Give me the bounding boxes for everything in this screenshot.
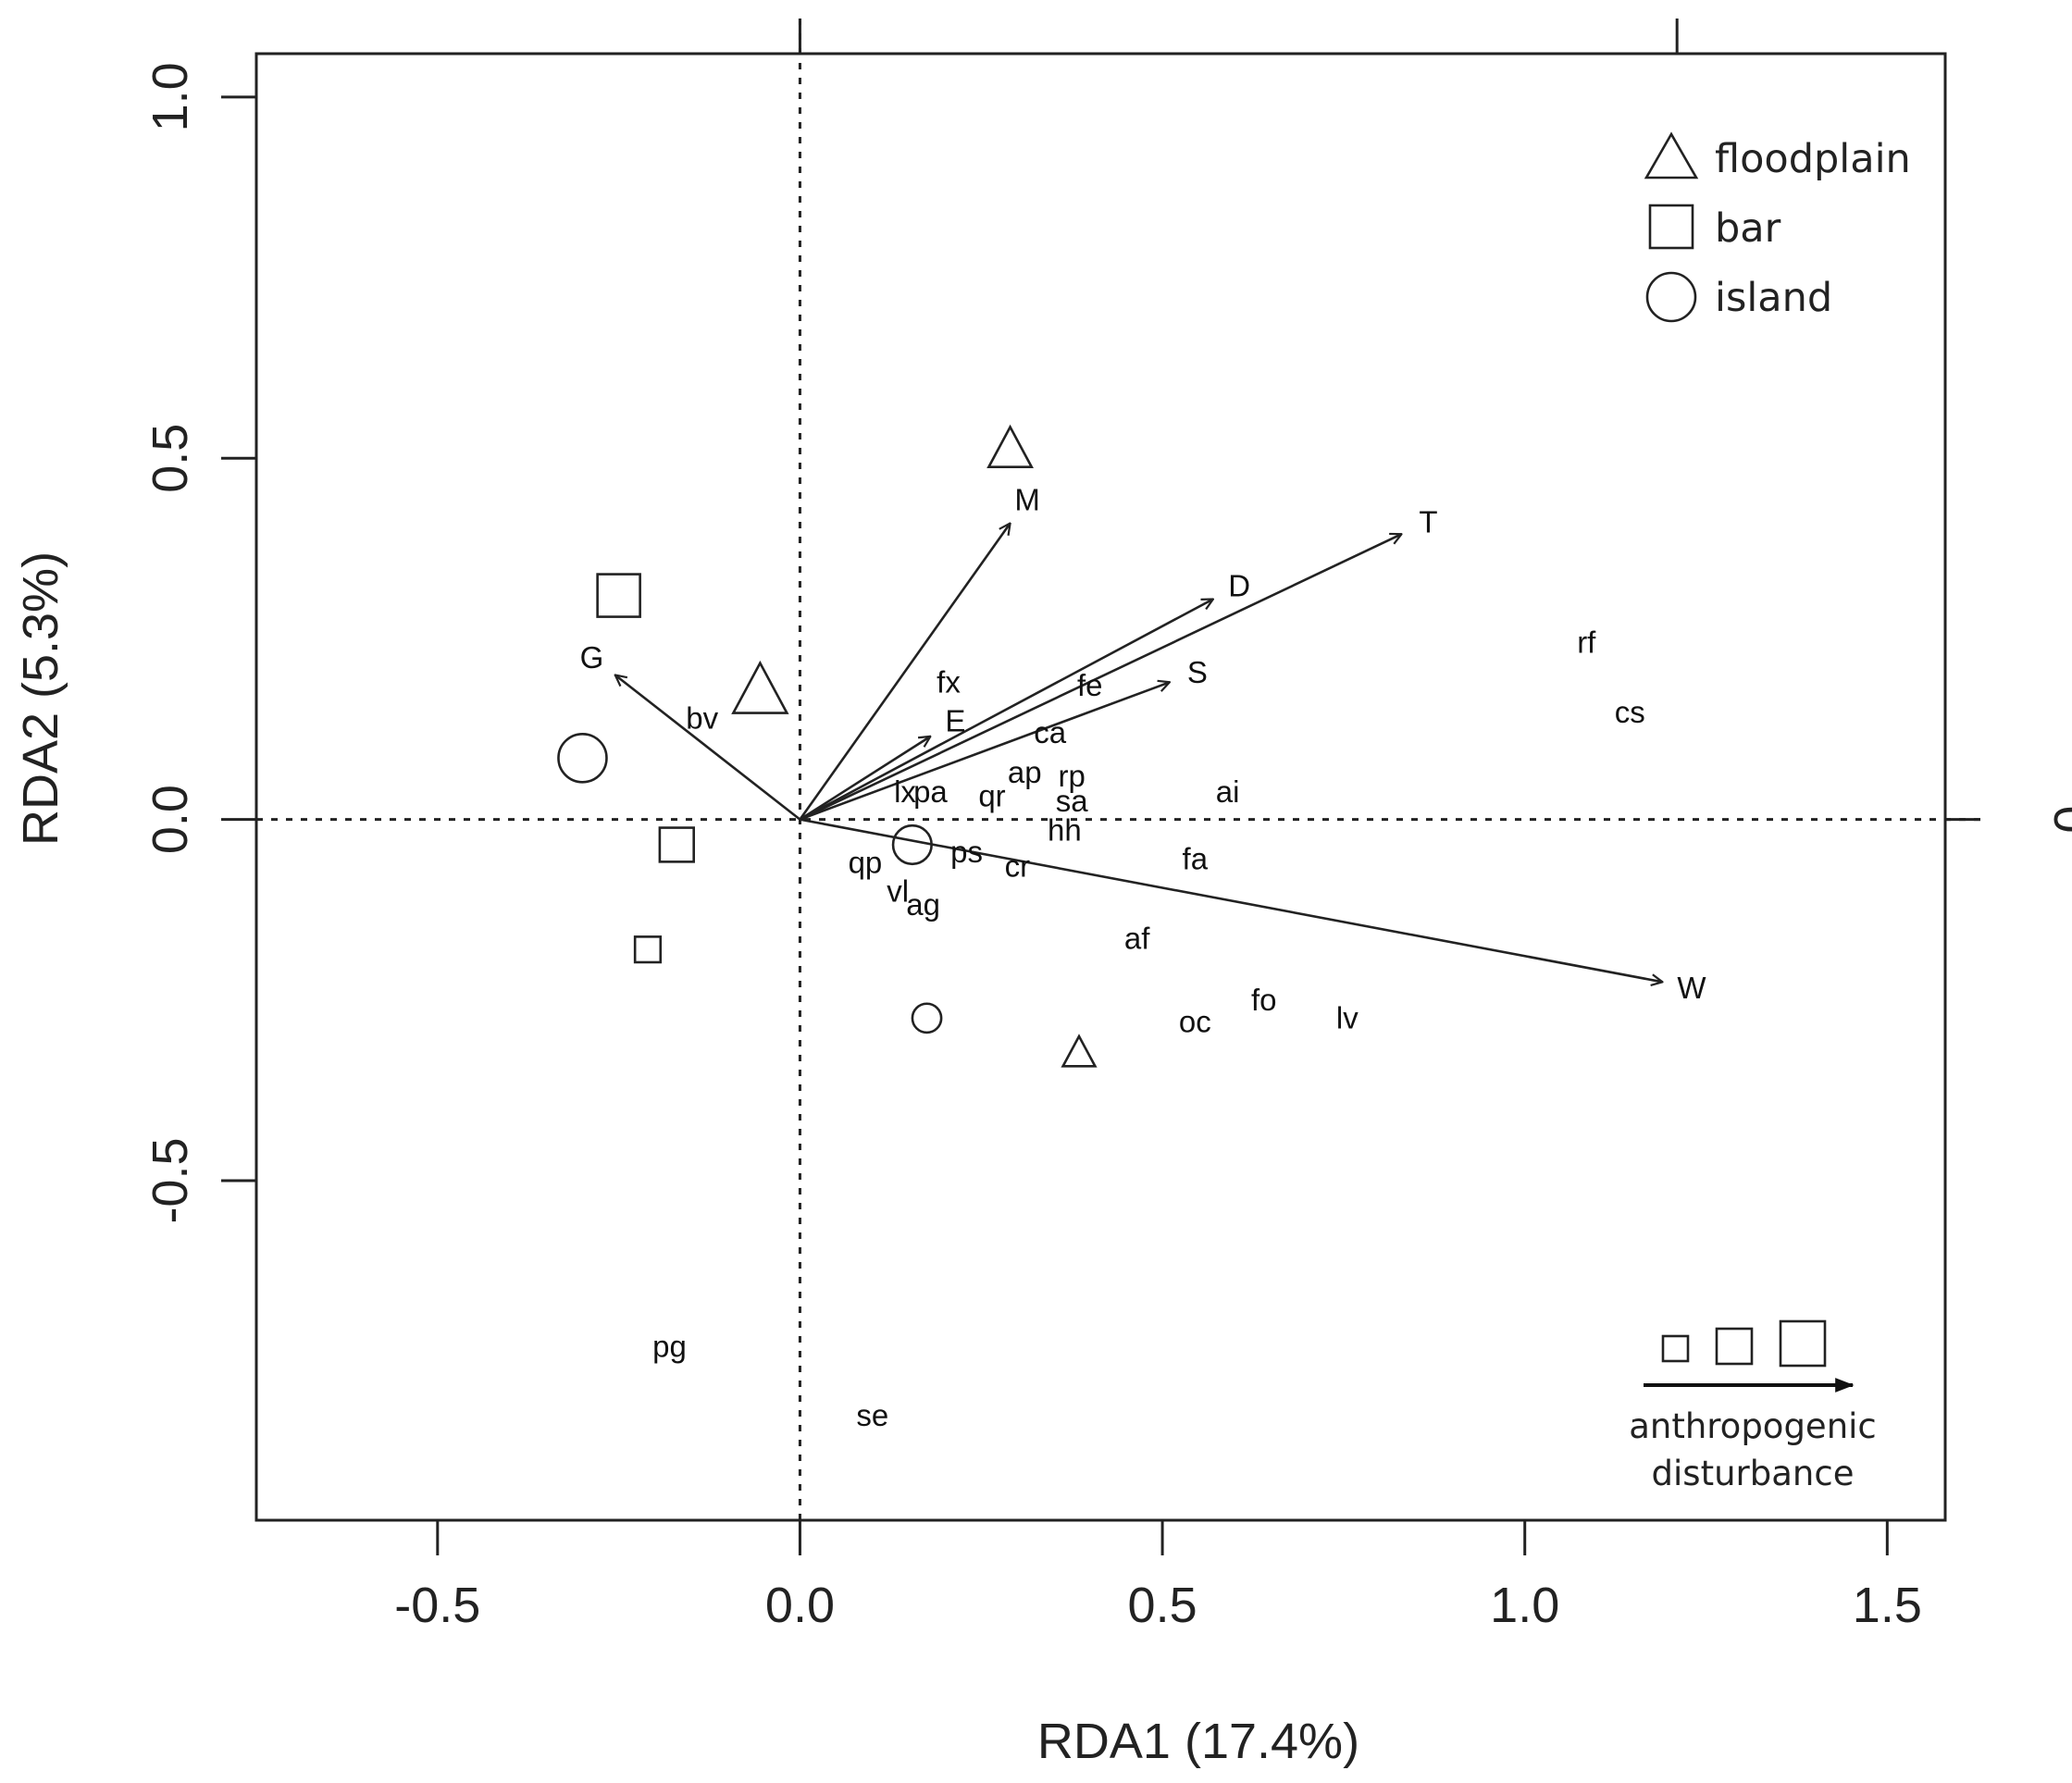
species-label-cs: cs	[1615, 695, 1645, 729]
species-label-fe: fe	[1077, 668, 1103, 702]
disturbance-label-line1: anthropogenic	[1629, 1406, 1877, 1446]
site-marker-island	[891, 823, 933, 866]
site-markers	[557, 424, 1098, 1068]
y-tick-label: -0.5	[143, 1137, 198, 1223]
species-label-cr: cr	[1005, 848, 1031, 883]
vector-arrow-t	[799, 534, 1401, 821]
x-tick-label: -0.5	[394, 1578, 480, 1633]
species-label-hh: hh	[1048, 812, 1082, 847]
right-tick-label: 0	[2043, 806, 2072, 834]
species-label-bv: bv	[686, 700, 718, 735]
vector-arrow-d	[799, 599, 1212, 821]
species-label-af: af	[1124, 921, 1150, 955]
legend-circle-icon	[1645, 271, 1697, 323]
species-label-rf: rf	[1577, 625, 1596, 659]
disturbance-annotation: anthropogenic disturbance	[1629, 1319, 1877, 1493]
disturbance-small-square-icon	[1661, 1334, 1690, 1363]
vector-label-w: W	[1677, 971, 1706, 1005]
site-marker-bar	[596, 573, 641, 618]
legend-label-island: island	[1715, 275, 1832, 321]
species-label-fo: fo	[1251, 983, 1277, 1017]
vector-label-m: M	[1014, 482, 1040, 516]
x-tick-label: 1.5	[1853, 1578, 1922, 1633]
vector-label-d: D	[1228, 568, 1250, 602]
species-label-ai: ai	[1216, 774, 1240, 809]
axis-ticks: -0.5 0.0 0.5 1.0 1.5 -0.5 0.0 0.5 1.0 0	[143, 19, 2072, 1633]
plot-frame	[254, 52, 1947, 1522]
y-axis-title: RDA2 (5.3%)	[13, 551, 68, 846]
species-label-fx: fx	[937, 664, 961, 699]
x-tick-label: 0.5	[1128, 1578, 1197, 1633]
species-label-qr: qr	[978, 779, 1005, 813]
species-label-sa: sa	[1056, 784, 1089, 818]
legend: floodplain bar island	[1644, 131, 1911, 323]
species-label-pg: pg	[652, 1330, 687, 1364]
species-label-ag: ag	[906, 887, 940, 922]
legend-label-bar: bar	[1715, 205, 1781, 252]
species-label-rp: rp	[1058, 759, 1085, 793]
site-marker-bar	[633, 935, 663, 964]
disturbance-medium-square-icon	[1715, 1327, 1754, 1366]
vector-arrow-e	[799, 737, 930, 821]
site-marker-floodplain	[1061, 1034, 1098, 1068]
site-marker-island	[557, 732, 608, 784]
y-tick-label: 0.0	[143, 785, 198, 854]
site-marker-bar	[658, 826, 695, 863]
legend-triangle-icon	[1644, 131, 1699, 180]
vector-label-s: S	[1187, 655, 1208, 689]
disturbance-large-square-icon	[1779, 1319, 1827, 1368]
species-label-lv: lv	[1336, 1000, 1359, 1034]
y-tick-label: 0.5	[143, 424, 198, 493]
species-label-ps: ps	[950, 835, 983, 869]
species-label-oc: oc	[1179, 1004, 1211, 1038]
species-label-lx: lx	[894, 774, 916, 809]
species-label-qp: qp	[849, 845, 883, 879]
vector-label-g: G	[580, 640, 604, 675]
x-tick-label: 1.0	[1490, 1578, 1559, 1633]
environment-vectors: M T D S E G W	[580, 482, 1707, 1005]
legend-square-icon	[1648, 204, 1694, 250]
y-tick-label: 1.0	[143, 62, 198, 131]
species-label-ap: ap	[1008, 755, 1042, 789]
species-label-ca: ca	[1034, 715, 1067, 749]
site-marker-island	[911, 1002, 943, 1034]
zero-lines	[256, 19, 1980, 1520]
vector-label-e: E	[945, 704, 965, 738]
site-marker-floodplain	[731, 660, 789, 714]
disturbance-label-line2: disturbance	[1652, 1454, 1855, 1493]
legend-label-floodplain: floodplain	[1715, 136, 1911, 182]
vector-arrow-g	[615, 675, 801, 821]
vector-arrow-m	[799, 524, 1010, 821]
site-marker-floodplain	[986, 424, 1034, 469]
species-label-se: se	[856, 1398, 888, 1432]
x-axis-title: RDA1 (17.4%)	[1037, 1714, 1359, 1769]
x-tick-label: 0.0	[765, 1578, 835, 1633]
species-label-pa: pa	[913, 774, 948, 809]
species-label-vl: vl	[887, 874, 909, 909]
vector-arrow-w	[800, 818, 1662, 983]
species-label-fa: fa	[1183, 842, 1209, 876]
vector-arrow-s	[799, 682, 1169, 821]
vector-label-t: T	[1419, 505, 1437, 539]
